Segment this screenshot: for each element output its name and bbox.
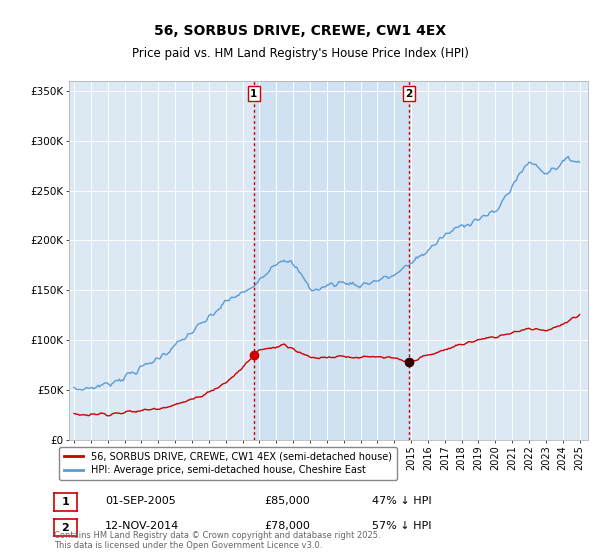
Text: £78,000: £78,000 bbox=[264, 521, 310, 531]
Text: 47% ↓ HPI: 47% ↓ HPI bbox=[372, 496, 431, 506]
Text: 1: 1 bbox=[62, 497, 69, 507]
Text: Price paid vs. HM Land Registry's House Price Index (HPI): Price paid vs. HM Land Registry's House … bbox=[131, 46, 469, 60]
Text: Contains HM Land Registry data © Crown copyright and database right 2025.
This d: Contains HM Land Registry data © Crown c… bbox=[54, 530, 380, 550]
Legend: 56, SORBUS DRIVE, CREWE, CW1 4EX (semi-detached house), HPI: Average price, semi: 56, SORBUS DRIVE, CREWE, CW1 4EX (semi-d… bbox=[59, 446, 397, 480]
Text: 2: 2 bbox=[405, 88, 413, 99]
Text: 2: 2 bbox=[62, 522, 69, 533]
Text: 57% ↓ HPI: 57% ↓ HPI bbox=[372, 521, 431, 531]
Text: 1: 1 bbox=[250, 88, 257, 99]
Text: 12-NOV-2014: 12-NOV-2014 bbox=[105, 521, 179, 531]
Bar bbox=[254, 81, 409, 440]
Text: 56, SORBUS DRIVE, CREWE, CW1 4EX: 56, SORBUS DRIVE, CREWE, CW1 4EX bbox=[154, 24, 446, 38]
Text: £85,000: £85,000 bbox=[264, 496, 310, 506]
Text: 01-SEP-2005: 01-SEP-2005 bbox=[105, 496, 176, 506]
